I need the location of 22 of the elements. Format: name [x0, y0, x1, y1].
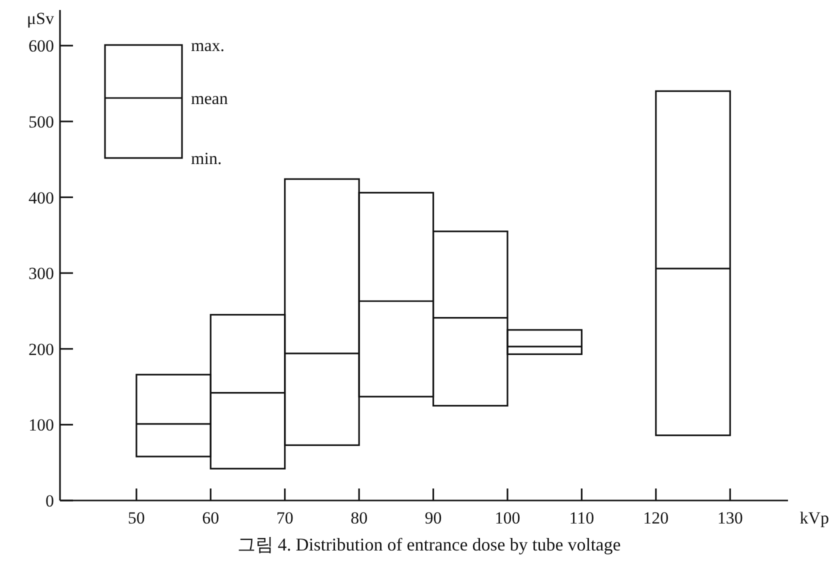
- annotation: mean: [191, 89, 228, 108]
- annotation: max.: [191, 36, 225, 55]
- y-tick-label: 600: [28, 36, 54, 56]
- x-tick-label: 90: [424, 508, 442, 528]
- y-tick-label: 200: [28, 340, 54, 359]
- y-tick-label: 500: [28, 112, 54, 132]
- x-tick-label: 80: [350, 508, 368, 528]
- text: 그림 4. Distribution of entrance dose by tube voltage: [237, 534, 621, 554]
- x-tick-label: 130: [717, 508, 743, 528]
- y-tick-label: 400: [28, 188, 54, 208]
- x-tick-label: 50: [128, 508, 145, 528]
- x-axis-title: kVp: [800, 508, 829, 528]
- annotation: min.: [191, 149, 222, 168]
- y-tick-label: 0: [46, 492, 54, 510]
- x-tick-label: 70: [276, 508, 294, 528]
- x-tick-label: 60: [202, 508, 220, 528]
- y-axis-title: μSv: [26, 9, 54, 28]
- y-tick-label: 100: [28, 416, 54, 435]
- x-tick-label: 120: [643, 508, 669, 528]
- y-tick-label: 300: [28, 264, 54, 284]
- x-tick-label: 100: [494, 508, 520, 528]
- x-tick-label: 110: [569, 508, 594, 528]
